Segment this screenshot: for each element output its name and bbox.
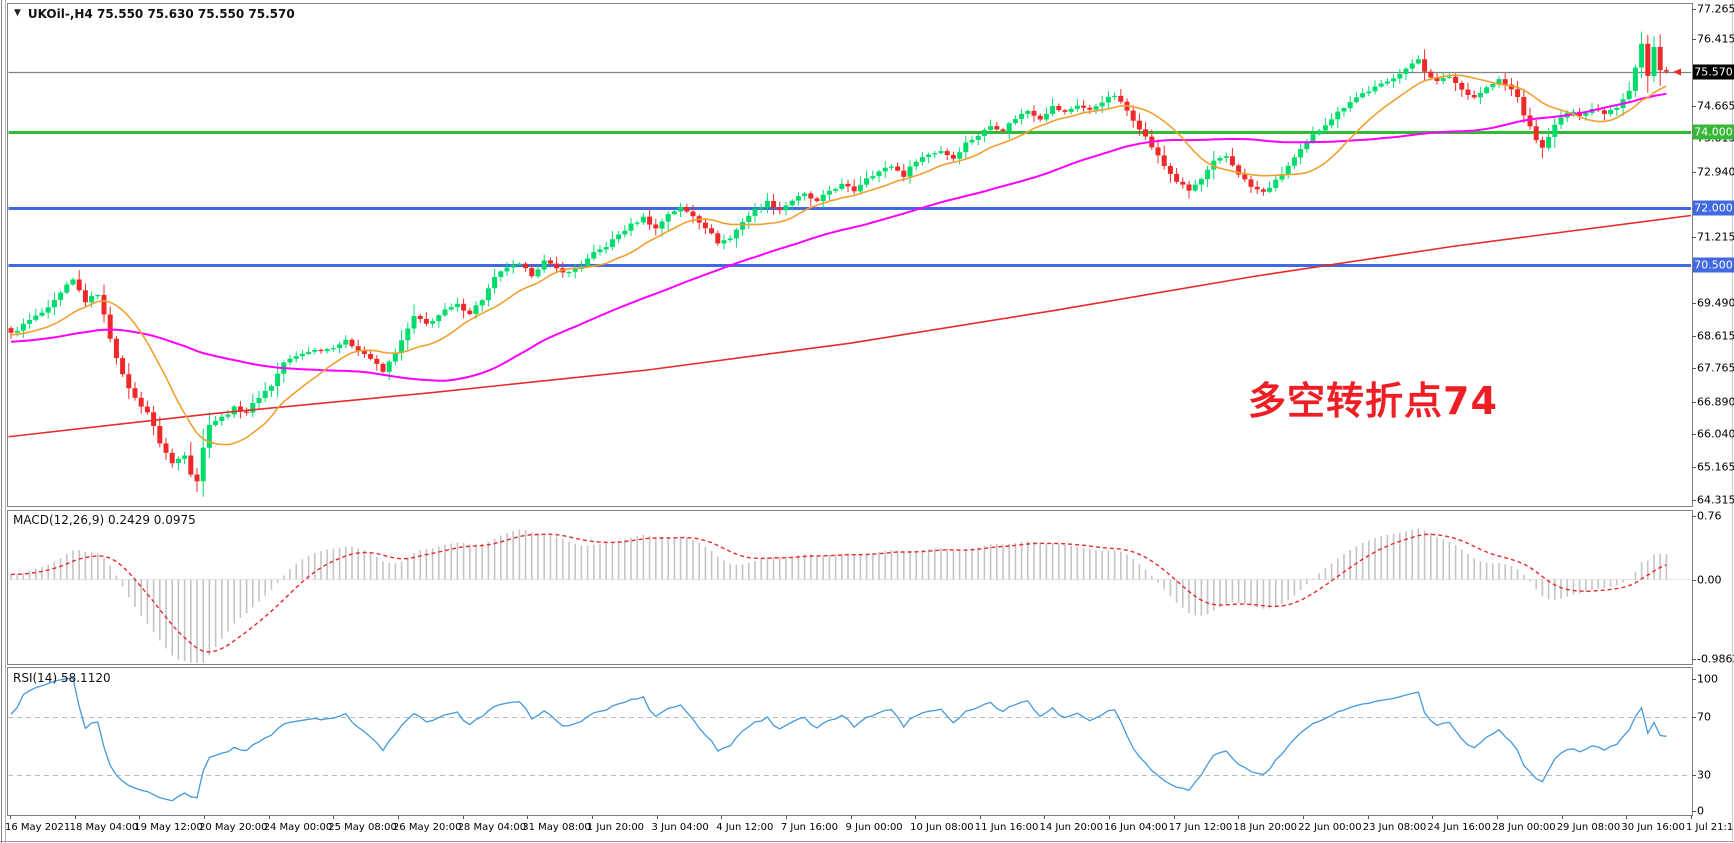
- time-axis-label-12[interactable]: 7 Jun 16:00: [780, 822, 839, 833]
- rsi-value: 58.1120: [60, 671, 111, 685]
- price-panel-border: [7, 3, 1693, 507]
- price-axis-label-64.315: 64.315: [1697, 493, 1734, 507]
- current-price-arrow-icon: [1673, 68, 1681, 76]
- macd-header: MACD(12,26,9) 0.2429 0.0975: [13, 513, 196, 527]
- rsi-indicator: [8, 677, 1691, 802]
- price-axis-label-67.765: 67.765: [1697, 361, 1734, 375]
- time-axis-label-5[interactable]: 25 May 08:00: [328, 822, 397, 833]
- time-axis-label-19[interactable]: 18 Jun 20:00: [1233, 822, 1297, 833]
- macd-values: 0.2429 0.0975: [107, 513, 196, 527]
- price-tag-70.500: 70.500: [1693, 257, 1734, 273]
- symbol-title: ▼ UKOil-,H4 75.550 75.630 75.550 75.570: [14, 7, 295, 21]
- time-axis-label-18[interactable]: 17 Jun 12:00: [1168, 822, 1233, 833]
- price-tag-75.570: 75.570: [1693, 64, 1734, 80]
- time-axis-label-16[interactable]: 14 Jun 20:00: [1039, 822, 1103, 833]
- rsi-axis-label-30: 30: [1697, 768, 1711, 782]
- macd-histogram: [10, 528, 1668, 663]
- time-axis-label-10[interactable]: 3 Jun 04:00: [651, 822, 709, 833]
- macd-axis-label-0.00: 0.00: [1697, 573, 1722, 587]
- macd-axis-label--0.9862: -0.9862: [1697, 652, 1734, 666]
- macd-indicator: [8, 528, 1691, 663]
- time-axis-label-23[interactable]: 28 Jun 00:00: [1492, 822, 1556, 833]
- symbol-ohlc-text: UKOil-,H4 75.550 75.630 75.550 75.570: [27, 7, 295, 21]
- time-axis-label-14[interactable]: 10 Jun 08:00: [910, 822, 974, 833]
- time-axis-label-25[interactable]: 30 Jun 16:00: [1621, 822, 1685, 833]
- time-axis-label-9[interactable]: 1 Jun 20:00: [586, 822, 645, 833]
- chevron-down-icon[interactable]: ▼: [14, 8, 21, 18]
- time-axis-label-26[interactable]: 1 Jul 21:15: [1686, 822, 1734, 833]
- time-axis-label-4[interactable]: 24 May 00:00: [263, 822, 333, 833]
- time-axis-label-13[interactable]: 9 Jun 00:00: [845, 822, 903, 833]
- ma-red-slow: [8, 214, 1692, 438]
- macd-panel-border: [7, 510, 1693, 665]
- ma-magenta-medium: [10, 92, 1667, 382]
- moving-averages: [8, 74, 1692, 446]
- time-axis-label-20[interactable]: 22 Jun 00:00: [1298, 822, 1362, 833]
- rsi-header: RSI(14) 58.1120: [13, 671, 111, 685]
- rsi-label: RSI(14): [13, 671, 58, 685]
- price-axis-label-68.615: 68.615: [1697, 329, 1734, 343]
- price-axis-label-71.215: 71.215: [1697, 230, 1734, 244]
- rsi-line: [10, 677, 1667, 802]
- horizontal-level-lines[interactable]: [8, 71, 1691, 267]
- chart-annotation-text: 多空转折点74: [1248, 379, 1498, 423]
- price-tag-74.000: 74.000: [1693, 124, 1734, 140]
- price-axis-label-66.040: 66.040: [1697, 427, 1734, 441]
- rsi-axis-label-70: 70: [1697, 710, 1711, 724]
- price-axis-label-65.165: 65.165: [1697, 460, 1734, 474]
- time-axis-label-8[interactable]: 31 May 08:00: [522, 822, 591, 833]
- time-axis-label-11[interactable]: 4 Jun 12:00: [716, 822, 774, 833]
- time-axis-label-6[interactable]: 26 May 20:00: [392, 822, 462, 833]
- time-axis-label-3[interactable]: 20 May 20:00: [198, 822, 268, 833]
- price-tag-72.000: 72.000: [1693, 200, 1734, 216]
- price-axis-label-72.940: 72.940: [1697, 165, 1734, 179]
- price-axis-label-69.490: 69.490: [1697, 296, 1734, 310]
- time-axis-label-21[interactable]: 23 Jun 08:00: [1362, 822, 1427, 833]
- price-axis-label-66.890: 66.890: [1697, 395, 1734, 409]
- time-axis-label-22[interactable]: 24 Jun 16:00: [1427, 822, 1491, 833]
- rsi-panel-border: [7, 667, 1693, 816]
- time-axis-label-2[interactable]: 19 May 12:00: [134, 822, 203, 833]
- ma-orange-fast: [10, 74, 1667, 446]
- price-axis-label-77.265: 77.265: [1697, 2, 1734, 16]
- macd-label: MACD(12,26,9): [13, 513, 105, 527]
- time-axis-label-7[interactable]: 28 May 04:00: [457, 822, 527, 833]
- time-axis-label-0[interactable]: 16 May 2021: [5, 822, 71, 833]
- macd-axis-label-0.76: 0.76: [1697, 509, 1722, 523]
- time-axis-label-17[interactable]: 16 Jun 04:00: [1104, 822, 1168, 833]
- time-axis-label-15[interactable]: 11 Jun 16:00: [974, 822, 1039, 833]
- rsi-axis-label-100: 100: [1697, 672, 1718, 686]
- price-axis-label-76.415: 76.415: [1697, 32, 1734, 46]
- time-axis-label-24[interactable]: 29 Jun 08:00: [1556, 822, 1621, 833]
- macd-signal-line: [10, 533, 1667, 653]
- rsi-axis-label-0: 0: [1697, 804, 1704, 818]
- price-axis-label-74.665: 74.665: [1697, 99, 1734, 113]
- time-axis-label-1[interactable]: 18 May 04:00: [69, 822, 139, 833]
